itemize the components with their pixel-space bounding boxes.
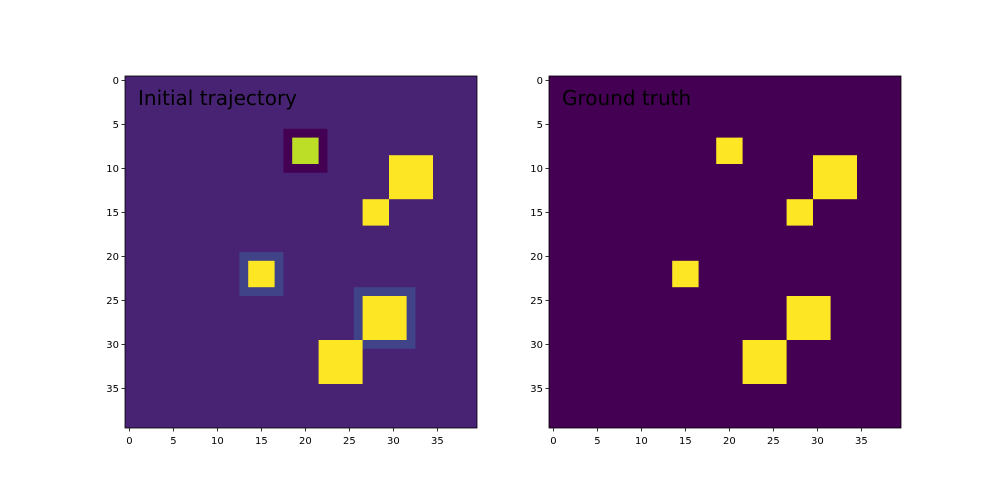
initial-trajectory-cell-3 <box>362 199 389 226</box>
initial-trajectory-ytick-label-30: 30 <box>106 340 119 351</box>
initial-trajectory-cell-2 <box>389 155 433 200</box>
initial-trajectory-xtick-label-10: 10 <box>211 436 224 447</box>
ground-truth-xtick-label-20: 20 <box>723 436 736 447</box>
ground-truth-cell-5 <box>742 340 787 384</box>
ground-truth-ytick-label-30: 30 <box>530 340 543 351</box>
initial-trajectory-cell-7 <box>362 296 407 340</box>
initial-trajectory-ytick-label-0: 0 <box>113 76 119 87</box>
initial-trajectory-xtick-label-35: 35 <box>431 436 444 447</box>
initial-trajectory-xtick-label-20: 20 <box>299 436 312 447</box>
ground-truth-title: Ground truth <box>562 86 691 110</box>
heatmap-panel-ground-truth: 0 5 10 15 20 25 30 35 0 5 10 15 20 25 30 35 Ground truth <box>530 75 902 447</box>
initial-trajectory-title: Initial trajectory <box>138 86 297 110</box>
ground-truth-background <box>549 76 901 428</box>
initial-trajectory-frame <box>124 75 478 429</box>
ground-truth-ytick-label-25: 25 <box>530 296 543 307</box>
ground-truth-cell-4 <box>786 296 831 340</box>
ground-truth-ytick-label-0: 0 <box>537 76 543 87</box>
ground-truth-xtick-label-5: 5 <box>594 436 600 447</box>
ground-truth-ytick-label-10: 10 <box>530 164 543 175</box>
initial-trajectory-xtick-label-0: 0 <box>126 436 132 447</box>
initial-trajectory-cell-5 <box>248 260 275 288</box>
ground-truth-cell-0 <box>716 137 743 164</box>
ground-truth-xtick-label-15: 15 <box>679 436 692 447</box>
initial-trajectory-xtick-label-25: 25 <box>343 436 356 447</box>
initial-trajectory-cell-1 <box>292 137 319 164</box>
initial-trajectory-xtick-label-5: 5 <box>170 436 176 447</box>
ground-truth-ytick-label-5: 5 <box>537 120 543 131</box>
initial-trajectory-xtick-label-30: 30 <box>387 436 400 447</box>
heatmap-panel-initial-trajectory: 0 5 10 15 20 25 30 35 0 5 10 15 20 25 30 35 Initial traj… <box>106 75 478 447</box>
ground-truth-xtick-label-25: 25 <box>767 436 780 447</box>
initial-trajectory-ytick-label-35: 35 <box>106 384 119 395</box>
ground-truth-xtick-label-10: 10 <box>635 436 648 447</box>
ground-truth-cell-3 <box>672 260 699 288</box>
ground-truth-ytick-label-15: 15 <box>530 208 543 219</box>
ground-truth-xtick-label-0: 0 <box>550 436 556 447</box>
ground-truth-cell-1 <box>813 155 857 200</box>
initial-trajectory-xtick-label-15: 15 <box>255 436 268 447</box>
initial-trajectory-ytick-label-10: 10 <box>106 164 119 175</box>
initial-trajectory-ytick-label-25: 25 <box>106 296 119 307</box>
ground-truth-xtick-label-35: 35 <box>855 436 868 447</box>
initial-trajectory-cell-8 <box>318 340 363 384</box>
initial-trajectory-ytick-label-5: 5 <box>113 120 119 131</box>
initial-trajectory-ytick-label-20: 20 <box>106 252 119 263</box>
ground-truth-ytick-label-35: 35 <box>530 384 543 395</box>
ground-truth-xtick-label-30: 30 <box>811 436 824 447</box>
initial-trajectory-ytick-label-15: 15 <box>106 208 119 219</box>
ground-truth-cell-2 <box>786 199 813 226</box>
ground-truth-ytick-label-20: 20 <box>530 252 543 263</box>
ground-truth-frame <box>548 75 902 429</box>
